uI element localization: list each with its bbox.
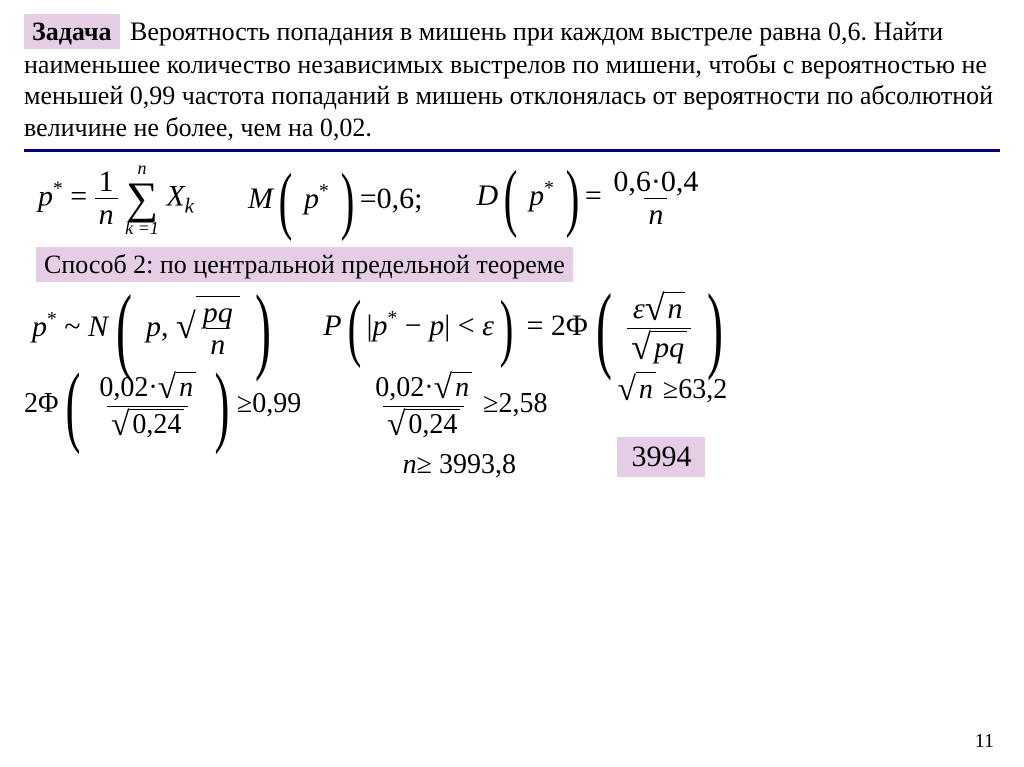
equations-row-2: p* ~ N( p, √pqn ) P(|p* − p| < ε) = 2Φ( … (32, 290, 1000, 367)
eq-column-right: √n ≥63,2 3994 (617, 370, 727, 476)
eq-normal-approx: p* ~ N( p, √pqn ) (32, 296, 279, 361)
equations-row-3: 2Φ( 0,02·√n √0,24 )≥0,99 0,02·√n √0,24 ≥… (24, 370, 1000, 481)
eq-prob-bound: P(|p* − p| < ε) = 2Φ( ε√n √pq ) (323, 290, 730, 367)
task-badge: Задача (24, 14, 120, 49)
answer-box: 3994 (617, 437, 705, 477)
equations-row-1: p* = 1n n∑k =1 Xk M( p* )=0,6; D( p* )= … (38, 160, 1000, 237)
eq-mean: M( p* )=0,6; (248, 180, 423, 217)
eq-variance: D( p* )= 0,6·0,4n (476, 166, 702, 230)
eq-p-star: p* = 1n n∑k =1 Xk (38, 160, 194, 237)
page-number: 11 (975, 729, 994, 753)
problem-statement: Задача Вероятность попадания в мишень пр… (24, 14, 1000, 143)
problem-text: Вероятность попадания в мишень при каждо… (24, 17, 993, 142)
section-divider (24, 149, 1000, 152)
eq-column-middle: 0,02·√n √0,24 ≥2,58 n≥ 3993,8 (371, 370, 547, 481)
